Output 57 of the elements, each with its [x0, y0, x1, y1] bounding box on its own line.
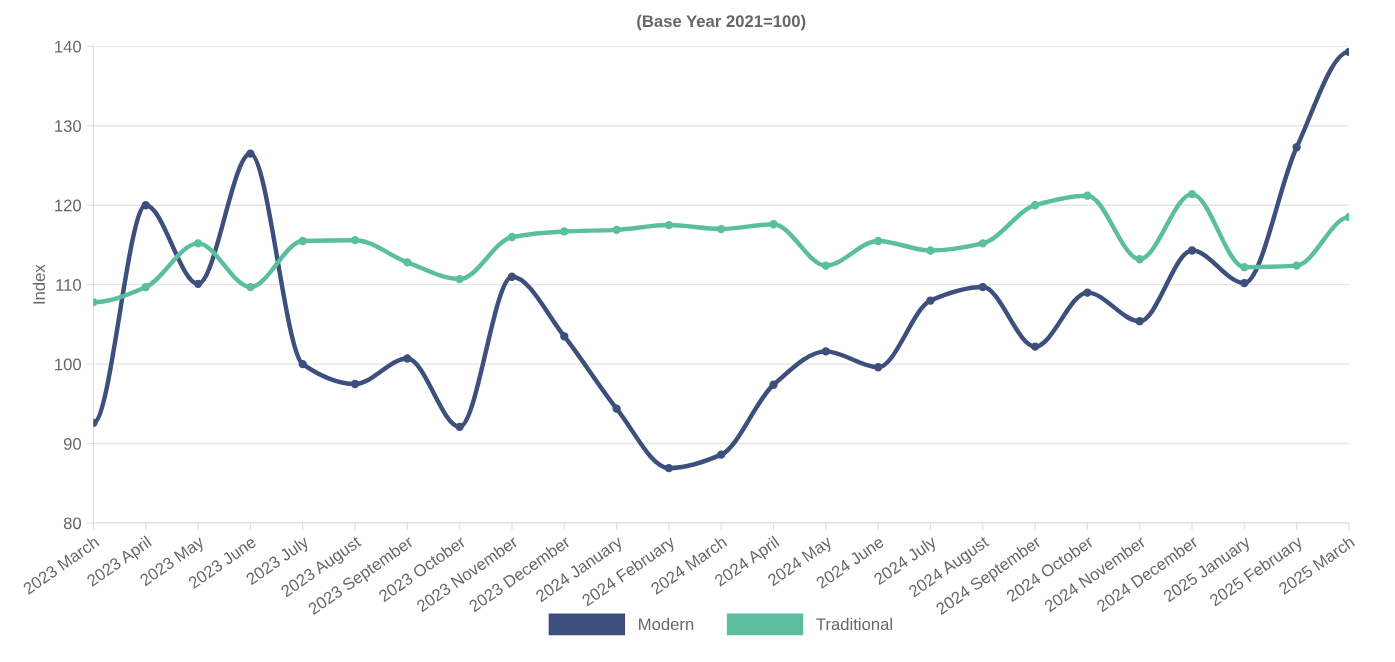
- point: [769, 220, 778, 229]
- y-tick-label: 90: [63, 437, 82, 450]
- point: [926, 246, 935, 255]
- point: [1292, 143, 1301, 152]
- y-tick-label: 140: [55, 40, 82, 53]
- point: [403, 354, 412, 363]
- point: [1187, 189, 1197, 199]
- point: [193, 279, 203, 289]
- point: [455, 274, 464, 284]
- point: [298, 236, 307, 246]
- point: [1083, 191, 1092, 200]
- legend-label: Traditional: [816, 617, 892, 631]
- y-tick-label: 100: [55, 358, 82, 371]
- point: [507, 232, 517, 242]
- point: [1030, 201, 1040, 210]
- point: [560, 227, 569, 236]
- point: [664, 463, 674, 473]
- point: [193, 239, 203, 248]
- point: [141, 201, 150, 210]
- point: [1240, 263, 1249, 272]
- point: [926, 296, 935, 305]
- point: [1240, 278, 1249, 288]
- point: [978, 239, 987, 248]
- point: [873, 236, 883, 246]
- y-tick-label: 120: [55, 199, 82, 212]
- y-tick-label: 80: [63, 517, 82, 530]
- y-axis-title: Index: [32, 264, 45, 304]
- point: [507, 272, 517, 281]
- point: [821, 261, 831, 270]
- point: [1135, 317, 1144, 326]
- point: [141, 282, 150, 292]
- point: [1030, 342, 1040, 351]
- point: [717, 224, 726, 234]
- point: [350, 236, 360, 245]
- point: [246, 149, 255, 158]
- point: [560, 332, 569, 341]
- point: [978, 282, 987, 292]
- point: [664, 220, 674, 230]
- point: [1187, 246, 1197, 255]
- point: [873, 363, 883, 372]
- point: [612, 225, 621, 235]
- point: [246, 282, 255, 292]
- point: [1083, 288, 1092, 297]
- point: [769, 380, 778, 389]
- point: [612, 404, 621, 413]
- point: [1135, 255, 1144, 264]
- point: [455, 422, 464, 432]
- y-tick-label: 130: [55, 120, 82, 132]
- point: [403, 258, 412, 267]
- y-tick-label: 110: [56, 279, 82, 291]
- chart-title: (Base Year 2021=100): [637, 14, 806, 31]
- point: [1292, 261, 1301, 270]
- point: [350, 379, 360, 389]
- legend-label: Modern: [639, 617, 694, 631]
- point: [298, 359, 307, 369]
- point: [821, 347, 831, 356]
- point: [717, 450, 726, 459]
